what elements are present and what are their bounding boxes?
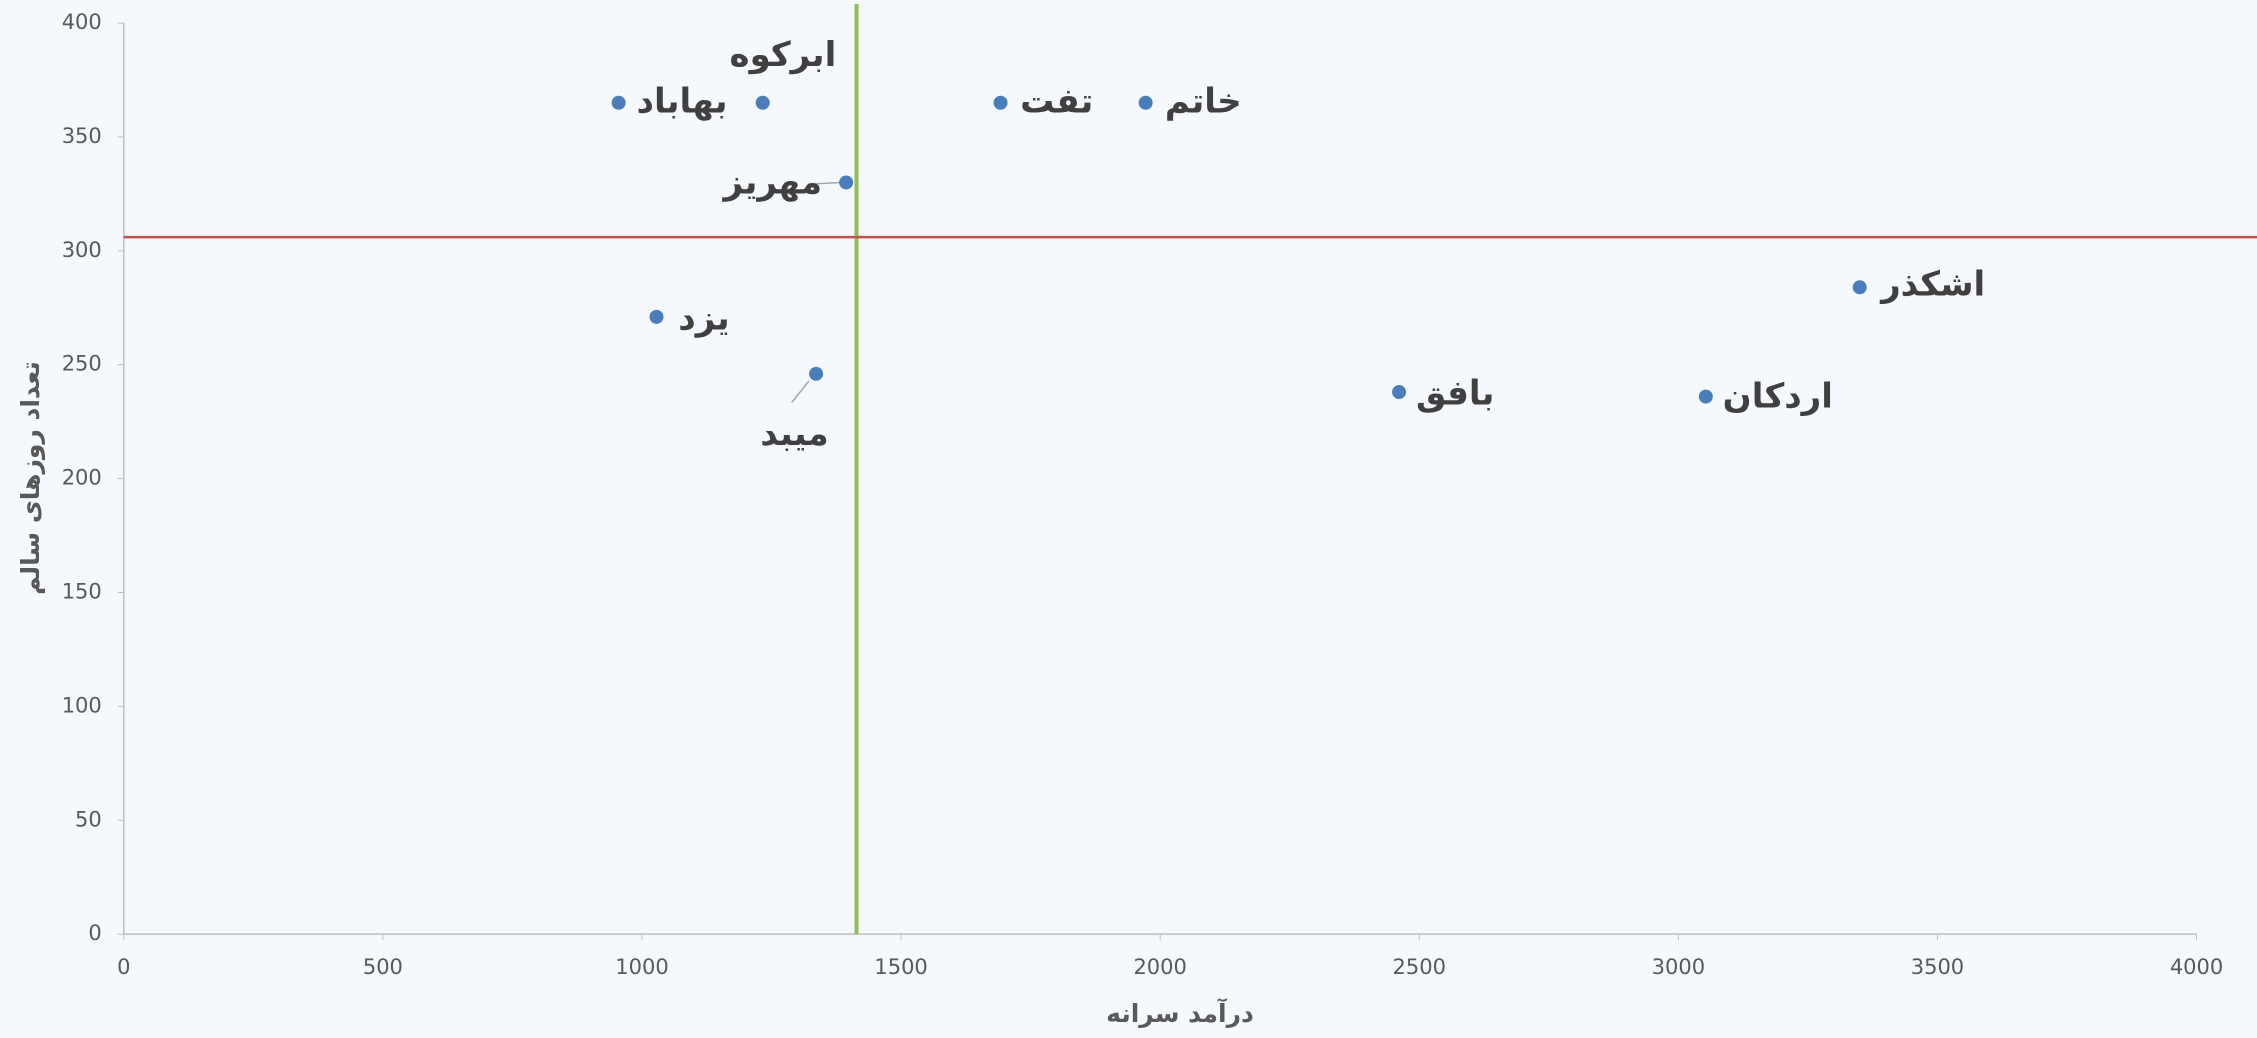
point-label: مهریز xyxy=(721,162,822,202)
y-tick-label: 150 xyxy=(62,579,102,603)
x-tick-label: 3500 xyxy=(1911,955,1964,979)
point-label: خاتم xyxy=(1165,81,1242,121)
point-label: ابرکوه xyxy=(730,35,837,75)
x-tick-label: 3000 xyxy=(1652,955,1705,979)
point xyxy=(1138,95,1153,110)
point xyxy=(1852,280,1867,295)
point-label: یزد xyxy=(678,298,729,338)
point xyxy=(993,95,1008,110)
x-axis-title: درآمد سرانه xyxy=(1106,998,1254,1029)
leader-line xyxy=(791,380,810,404)
y-tick-label: 200 xyxy=(62,466,102,490)
y-tick-label: 350 xyxy=(62,124,102,148)
y-tick-label: 400 xyxy=(62,10,102,34)
y-tick-label: 100 xyxy=(62,693,102,717)
x-tick-label: 1500 xyxy=(874,955,927,979)
point-label: اشکذر xyxy=(1879,264,1985,304)
point xyxy=(649,309,664,324)
point-label: بهاباد xyxy=(637,81,728,121)
y-tick-label: 250 xyxy=(62,352,102,376)
y-tick-label: 50 xyxy=(75,807,102,831)
point-label: بافق xyxy=(1416,373,1494,413)
point xyxy=(1698,389,1713,404)
leader-line xyxy=(814,181,841,185)
point-label: میبد xyxy=(760,414,828,454)
point-label: اردکان xyxy=(1723,377,1833,417)
point xyxy=(611,95,626,110)
point xyxy=(755,95,770,110)
y-tick-label: 300 xyxy=(62,238,102,262)
point xyxy=(1392,385,1407,400)
y-axis-title: تعداد روزهای سالم xyxy=(16,361,46,595)
x-tick-label: 2000 xyxy=(1133,955,1186,979)
x-tick-label: 2500 xyxy=(1393,955,1446,979)
x-tick-label: 0 xyxy=(117,955,130,979)
x-tick-label: 500 xyxy=(363,955,403,979)
y-tick-label: 0 xyxy=(88,921,101,945)
x-tick-label: 1000 xyxy=(615,955,668,979)
x-tick-label: 4000 xyxy=(2170,955,2223,979)
point xyxy=(809,366,824,381)
point-label: تفت xyxy=(1020,81,1093,121)
point xyxy=(839,175,854,190)
